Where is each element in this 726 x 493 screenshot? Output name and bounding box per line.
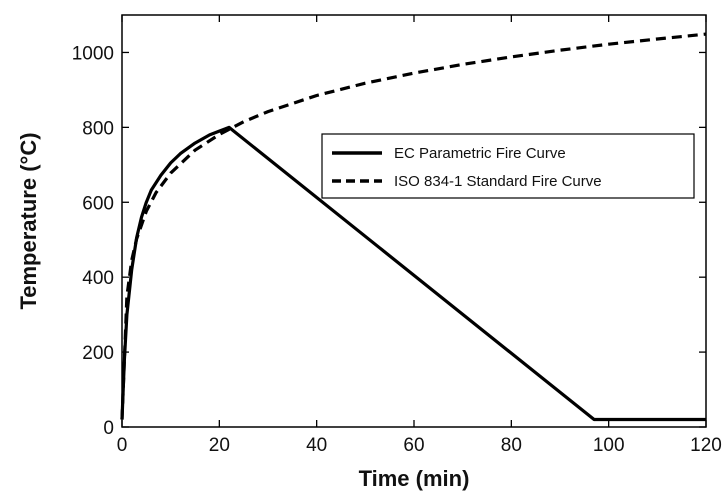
y-axis-title: Temperature (°C) [16, 132, 41, 309]
y-tick-label-0: 0 [103, 418, 114, 439]
y-tick-label-1: 200 [82, 343, 114, 364]
x-tick-label-0: 0 [117, 435, 128, 456]
y-axis-ticks: 0 200 400 600 800 1000 [72, 43, 706, 439]
y-tick-label-5: 1000 [72, 43, 114, 64]
y-tick-label-4: 800 [82, 118, 114, 139]
x-tick-label-4: 80 [501, 435, 522, 456]
y-tick-label-3: 600 [82, 193, 114, 214]
legend: EC Parametric Fire Curve ISO 834-1 Stand… [321, 133, 695, 199]
x-tick-label-2: 40 [306, 435, 327, 456]
legend-label-ec-parametric: EC Parametric Fire Curve [394, 145, 566, 162]
series-line-ec-parametric [120, 125, 706, 422]
legend-box [321, 133, 695, 199]
x-tick-label-6: 120 [690, 435, 722, 456]
x-tick-label-3: 60 [403, 435, 424, 456]
x-axis-title: Time (min) [359, 466, 470, 491]
plot-frame [121, 14, 707, 428]
x-tick-label-5: 100 [593, 435, 625, 456]
series-line-iso-834 [120, 32, 707, 420]
x-tick-label-1: 20 [209, 435, 230, 456]
y-tick-label-2: 400 [82, 268, 114, 289]
x-axis-ticks: 0 20 40 60 80 100 120 [117, 15, 722, 456]
legend-label-iso-834: ISO 834-1 Standard Fire Curve [394, 173, 602, 190]
series-layer [120, 32, 707, 422]
